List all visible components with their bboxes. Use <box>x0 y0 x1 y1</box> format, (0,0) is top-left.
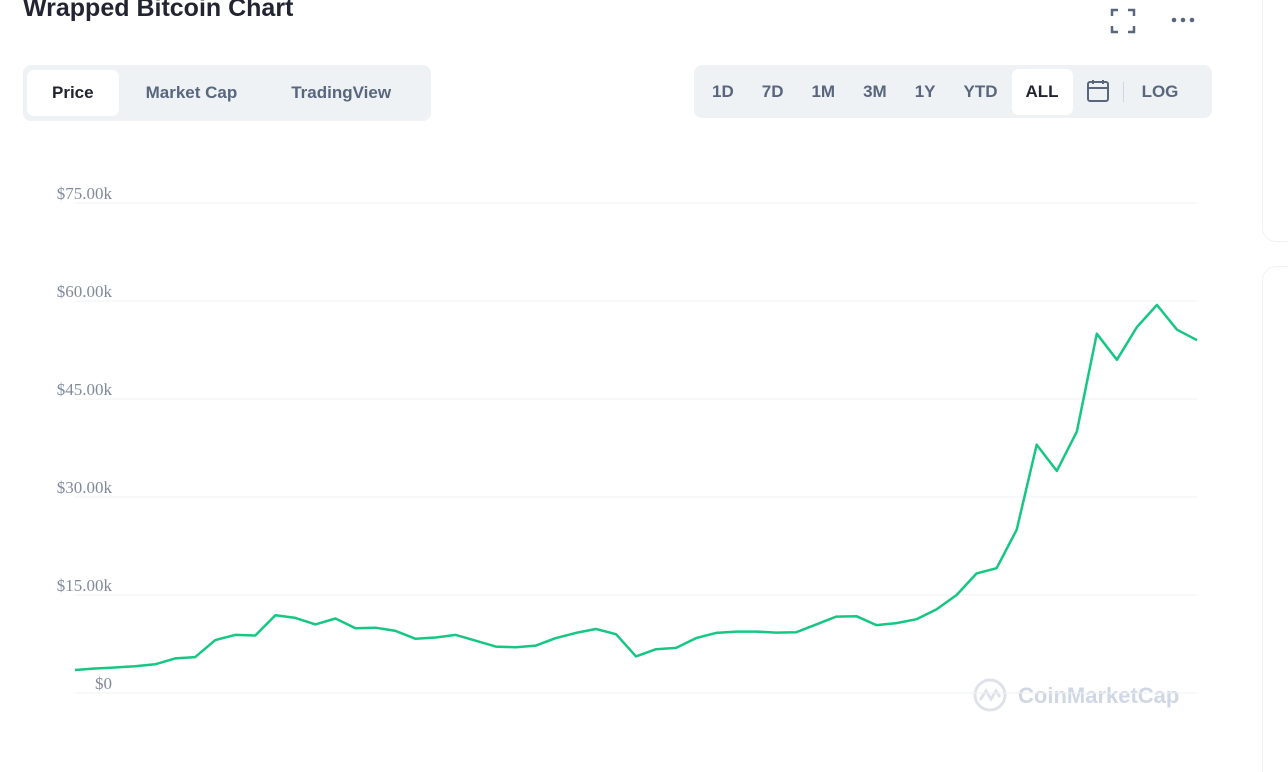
tab-group: Price Market Cap TradingView <box>23 65 431 121</box>
tab[interactable]: TradingView <box>291 83 392 102</box>
price-line <box>74 303 1198 672</box>
more-icon[interactable] <box>1170 10 1198 30</box>
range-button[interactable]: ALL <box>1011 68 1073 115</box>
y-tick-label: $45.00k <box>57 380 113 399</box>
range-button[interactable]: 1Y <box>914 81 936 101</box>
tab[interactable]: Price <box>27 70 119 116</box>
y-tick-label: $15.00k <box>57 576 113 595</box>
range-button[interactable]: 3M <box>863 81 887 101</box>
watermark: CoinMarketCap <box>1018 683 1179 708</box>
side-panel <box>1262 0 1288 242</box>
range-button[interactable]: 1D <box>712 81 734 101</box>
calendar-icon[interactable] <box>1079 79 1119 105</box>
fullscreen-icon[interactable] <box>1110 8 1136 34</box>
y-tick-label: $75.00k <box>57 184 113 203</box>
range-button[interactable]: 1M <box>811 81 836 101</box>
y-tick-label: $60.00k <box>57 282 113 301</box>
watermark-logo <box>973 678 1007 712</box>
page-title: Wrapped Bitcoin Chart <box>23 0 294 22</box>
range-button[interactable]: 7D <box>761 81 784 101</box>
range-group: 1D 7D 1M 3M 1Y YTD ALL LOG <box>694 65 1212 118</box>
divider <box>1122 81 1124 102</box>
tab[interactable]: Market Cap <box>145 83 238 102</box>
y-tick-label: $0 <box>95 674 112 693</box>
y-tick-label: $30.00k <box>57 478 113 497</box>
log-button[interactable]: LOG <box>1141 81 1179 101</box>
range-button[interactable]: YTD <box>963 81 998 101</box>
side-panel <box>1262 266 1288 772</box>
